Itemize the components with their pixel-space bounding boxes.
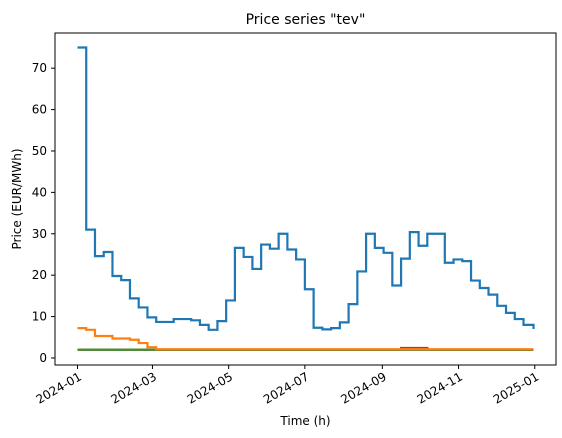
y-tick-label: 50 xyxy=(32,144,47,158)
y-tick-label: 40 xyxy=(32,185,47,199)
chart-title: Price series "tev" xyxy=(246,12,366,28)
y-tick-label: 20 xyxy=(32,268,47,282)
y-tick-label: 10 xyxy=(32,310,47,324)
plot-area-frame xyxy=(54,32,557,366)
y-axis-ticks: 0 10 20 30 40 50 60 70 xyxy=(32,61,55,365)
series-line-2 xyxy=(77,327,534,351)
series-layer xyxy=(77,46,535,351)
y-tick-label: 0 xyxy=(39,351,47,365)
x-axis-label: Time (h) xyxy=(279,414,330,428)
y-tick-label: 30 xyxy=(32,227,47,241)
series-line-1 xyxy=(77,46,535,331)
y-tick-label: 60 xyxy=(32,103,47,117)
y-tick-label: 70 xyxy=(32,61,47,75)
y-axis-label: Price (EUR/MWh) xyxy=(10,148,24,249)
